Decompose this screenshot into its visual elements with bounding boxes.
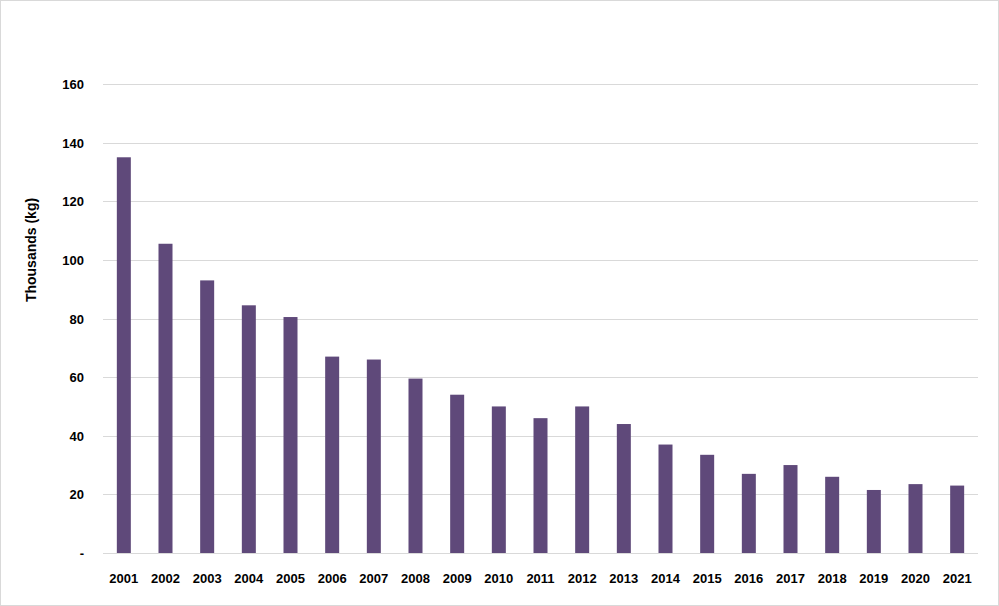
bar [200,280,214,553]
x-tick-label: 2018 [818,571,847,586]
x-tick-label: 2016 [734,571,763,586]
bar [659,445,673,553]
grid-line [103,553,978,554]
x-tick-label: 2006 [318,571,347,586]
y-tick-label: 140 [62,136,84,151]
grid-line [103,319,978,320]
x-tick-label: 2004 [234,571,264,586]
bar [409,379,423,553]
grid-line [103,143,978,144]
y-tick-label: 100 [62,253,84,268]
y-tick-label: 80 [70,312,84,327]
bar [284,317,298,553]
x-tick-label: 2015 [693,571,722,586]
grid-line [103,84,978,85]
chart-container: - 20 40 60 80 100 120 140 160 2001 2002 2003 2004 200… [0,0,999,606]
x-tick-label: 2009 [443,571,472,586]
bar [534,418,548,553]
bar [117,157,131,553]
x-tick-label: 2011 [526,571,554,586]
y-tick-label: 160 [62,77,84,92]
bar [742,474,756,553]
bar [367,360,381,553]
bar [950,486,964,553]
grid-line [103,201,978,202]
bar [617,424,631,553]
y-tick-label: - [80,546,84,561]
x-tick-label: 2002 [151,571,180,586]
x-tick-label: 2005 [276,571,305,586]
x-tick-label: 2017 [776,571,805,586]
x-tick-label: 2001 [109,571,138,586]
bars [117,157,964,553]
x-tick-label: 2014 [651,571,681,586]
x-tick-label: 2012 [568,571,597,586]
grid [103,85,978,554]
y-tick-label: 20 [70,487,84,502]
chart-border [1,1,999,606]
bar [784,465,798,553]
x-tick-label: 2020 [901,571,930,586]
bar [909,484,923,553]
x-tick-label: 2010 [484,571,513,586]
grid-line [103,260,978,261]
x-tick-label: 2007 [359,571,388,586]
x-tick-label: 2008 [401,571,430,586]
y-axis-label: Thousands (kg) [23,198,39,302]
bar [325,357,339,553]
bar [825,477,839,553]
grid-line [103,377,978,378]
x-tick-label: 2013 [609,571,638,586]
x-tick-label: 2019 [859,571,888,586]
y-tick-label: 120 [62,194,84,209]
bar [575,406,589,553]
y-tick-label: 60 [70,370,84,385]
x-tick-label: 2003 [193,571,222,586]
bar [700,455,714,553]
bar [867,490,881,553]
bar [159,244,173,553]
x-tick-label: 2021 [943,571,972,586]
y-tick-label: 40 [70,429,84,444]
bar [492,406,506,553]
bar [242,305,256,553]
bar [450,395,464,553]
chart-svg: - 20 40 60 80 100 120 140 160 2001 2002 2003 2004 200… [0,0,999,606]
